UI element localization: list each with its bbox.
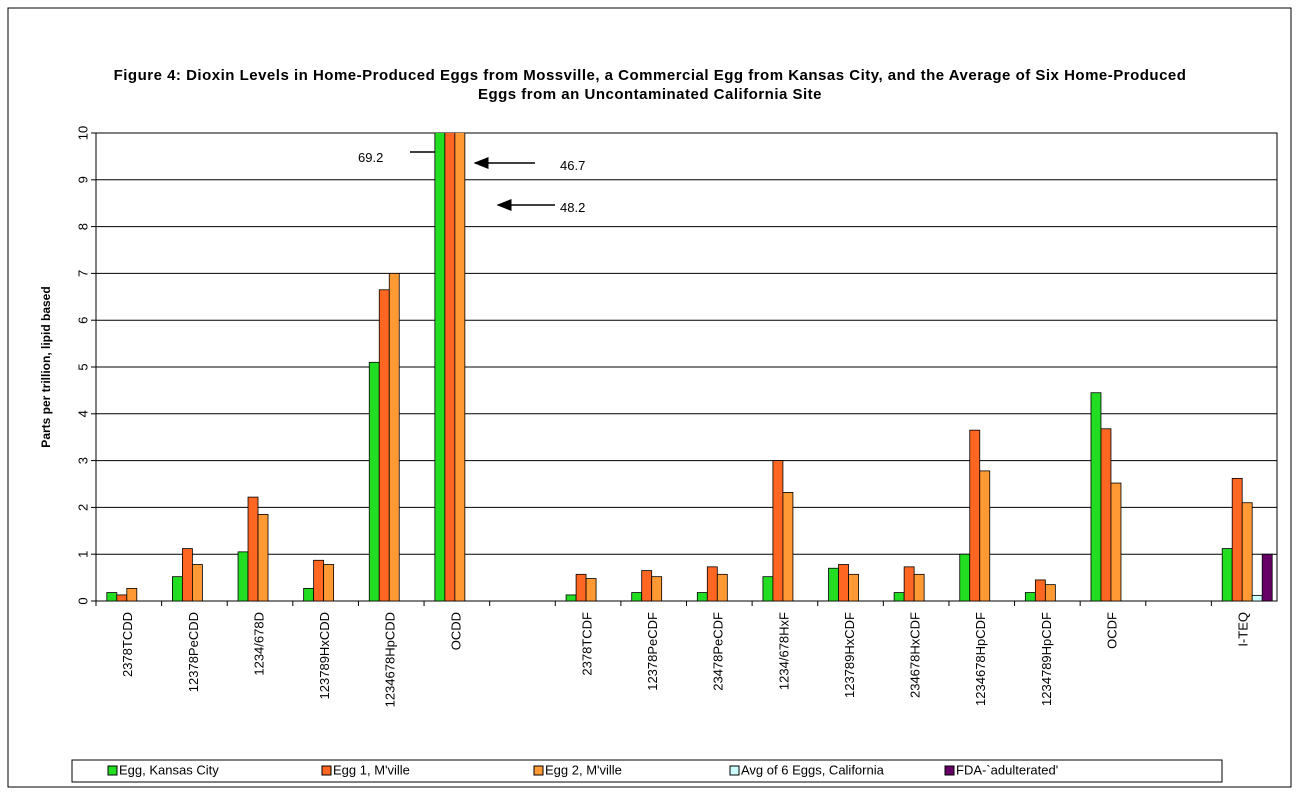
bar <box>313 559 325 601</box>
bar <box>1110 482 1122 601</box>
x-tick-label: OCDD <box>448 612 463 650</box>
bar <box>762 576 774 601</box>
y-tick-label: 5 <box>75 363 90 370</box>
bar <box>575 573 587 601</box>
y-tick-label: 10 <box>75 126 90 140</box>
bar <box>706 566 718 601</box>
legend-swatch <box>729 765 740 776</box>
x-tick-label: 12378PeCDD <box>186 612 201 692</box>
bar <box>959 553 971 601</box>
bar <box>1231 477 1243 601</box>
bar <box>1241 502 1253 601</box>
bar <box>848 573 859 601</box>
bar <box>434 133 446 601</box>
chart-border <box>7 7 1292 788</box>
legend-swatch <box>533 765 544 776</box>
y-tick-label: 1 <box>75 551 90 558</box>
y-axis-label: Parts per trillion, lipid based <box>39 286 53 447</box>
bar <box>1034 579 1046 601</box>
bar <box>237 551 249 601</box>
annotation: 46.7 <box>560 158 585 173</box>
bar <box>182 548 193 601</box>
chart-title: Figure 4: Dioxin Levels in Home-Produced… <box>113 67 1187 103</box>
bar <box>641 570 653 601</box>
x-tick-label: OCDF <box>1104 612 1119 649</box>
bar <box>1261 553 1273 601</box>
bar <box>192 564 203 601</box>
bar <box>106 592 118 601</box>
x-tick-label: 12378PeCDF <box>645 612 660 691</box>
x-tick-label: 1234/678HxF <box>776 612 791 690</box>
bar <box>979 470 991 601</box>
x-tick-label: 1234/678D <box>251 612 266 676</box>
bar <box>838 564 849 601</box>
bar <box>388 272 400 601</box>
legend-swatch <box>321 765 332 776</box>
legend-label: Avg of 6 Eggs, California <box>741 762 885 777</box>
x-tick-label: 2378TCDD <box>120 612 135 677</box>
bar <box>116 594 128 601</box>
bar <box>303 587 315 601</box>
bars <box>106 133 1273 601</box>
y-tick-label: 9 <box>75 176 90 183</box>
x-tick-label: 1234678HpCDF <box>973 612 988 706</box>
bar <box>1024 592 1036 601</box>
x-tick-label: 123789HxCDF <box>842 612 857 698</box>
bar <box>257 514 269 601</box>
bar <box>772 460 784 601</box>
bar <box>1100 428 1112 601</box>
legend-label: Egg, Kansas City <box>119 762 219 777</box>
bar <box>651 576 663 601</box>
legend-swatch <box>944 765 955 776</box>
legend-label: FDA-`adulterated' <box>956 762 1058 777</box>
bar <box>1251 594 1263 601</box>
bar <box>172 576 183 601</box>
x-tick-label: I-TEQ <box>1236 612 1251 647</box>
bar <box>1090 392 1102 601</box>
bar <box>323 564 335 601</box>
y-tick-label: 7 <box>75 270 90 277</box>
bar <box>716 573 728 601</box>
bar <box>828 567 839 601</box>
legend-label: Egg 1, M'ville <box>333 762 410 777</box>
bar <box>903 566 915 601</box>
y-tick-label: 2 <box>75 504 90 511</box>
x-tick-label: 1234789HpCDF <box>1039 612 1054 706</box>
x-tick-label: 123789HxCDD <box>317 612 332 699</box>
x-tick-label: 2378TCDF <box>580 612 595 676</box>
bar <box>782 492 794 601</box>
x-tick-label: 234678HxCDF <box>908 612 923 698</box>
legend-box <box>71 759 1223 783</box>
bar <box>444 133 456 601</box>
bar <box>585 578 597 601</box>
bar <box>631 592 643 601</box>
bar <box>565 594 577 601</box>
y-tick-label: 6 <box>75 317 90 324</box>
bar <box>1221 548 1233 601</box>
x-tick-label: 1234678HpCDD <box>383 612 398 707</box>
legend-label: Egg 2, M'ville <box>545 762 622 777</box>
bar <box>454 133 466 601</box>
bar <box>247 496 259 601</box>
bar <box>126 587 138 601</box>
y-tick-label: 0 <box>75 597 90 604</box>
bar <box>893 592 905 601</box>
y-tick-label: 8 <box>75 223 90 230</box>
bar <box>696 592 708 601</box>
bar <box>969 429 981 601</box>
y-tick-label: 4 <box>75 410 90 417</box>
annotation: 48.2 <box>560 200 585 215</box>
bar <box>1044 584 1056 601</box>
x-tick-label: 23478PeCDF <box>711 612 726 691</box>
bar <box>368 361 380 601</box>
annotation: 69.2 <box>358 150 383 165</box>
bar <box>913 573 925 601</box>
y-tick-label: 3 <box>75 457 90 464</box>
legend-swatch <box>107 765 118 776</box>
bar <box>378 289 390 601</box>
